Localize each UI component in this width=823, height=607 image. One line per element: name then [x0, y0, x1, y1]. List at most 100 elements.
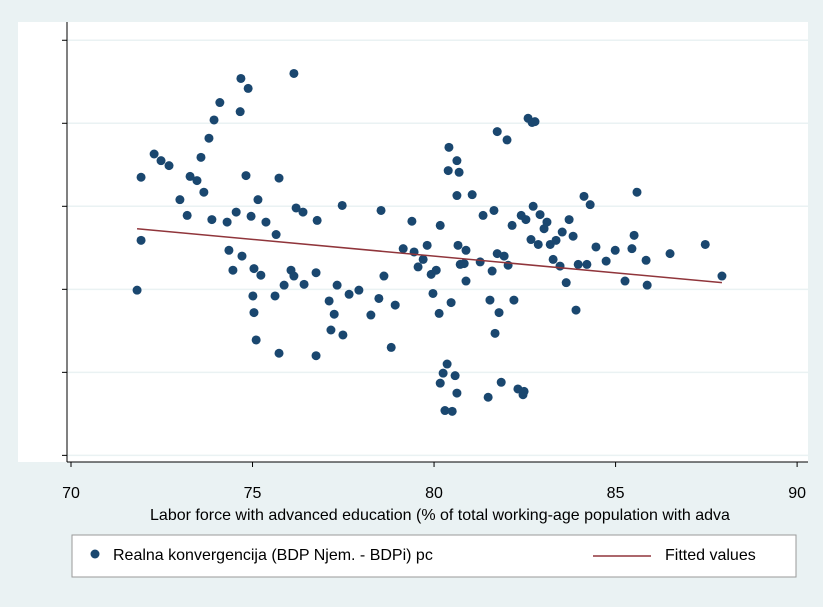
point: [440, 406, 450, 416]
fit-line: [137, 227, 723, 284]
point: [422, 240, 432, 250]
point: [413, 262, 423, 272]
point: [270, 291, 280, 301]
point: [235, 107, 245, 117]
point: [279, 280, 289, 290]
point: [434, 308, 444, 318]
point: [256, 270, 266, 280]
point: [236, 73, 246, 83]
point: [249, 308, 259, 318]
point: [452, 156, 462, 166]
point: [561, 278, 571, 288]
point: [485, 295, 495, 305]
point: [487, 266, 497, 276]
point: [329, 309, 339, 319]
point: [579, 191, 589, 201]
point: [483, 392, 493, 402]
point: [557, 227, 567, 237]
x-axis-title: Labor force with advanced education (% o…: [150, 507, 730, 524]
point: [443, 166, 453, 176]
x-tick-label: 70: [62, 485, 80, 502]
point: [568, 231, 578, 241]
point: [136, 172, 146, 182]
point: [620, 276, 630, 286]
point: [311, 268, 321, 278]
point: [502, 135, 512, 145]
point: [564, 215, 574, 225]
x-tick-label: 85: [607, 485, 625, 502]
point: [182, 210, 192, 220]
point: [450, 371, 460, 381]
point: [132, 285, 142, 295]
point: [435, 378, 445, 388]
point: [324, 296, 334, 306]
point: [209, 115, 219, 125]
point: [374, 293, 384, 303]
point: [438, 368, 448, 378]
point: [642, 280, 652, 290]
point: [344, 289, 354, 299]
point: [246, 211, 256, 221]
point: [312, 215, 322, 225]
point: [291, 203, 301, 213]
point: [632, 187, 642, 197]
point: [519, 386, 529, 396]
point: [289, 271, 299, 281]
point: [521, 215, 531, 225]
point: [164, 161, 174, 171]
point: [478, 210, 488, 220]
point: [366, 310, 376, 320]
point: [627, 244, 637, 254]
point: [444, 142, 454, 152]
point: [535, 210, 545, 220]
point: [274, 348, 284, 358]
point: [185, 171, 195, 181]
point: [289, 68, 299, 78]
point: [591, 242, 601, 252]
point: [338, 330, 348, 340]
point: [156, 156, 166, 166]
point: [610, 245, 620, 255]
point: [509, 295, 519, 305]
point: [446, 298, 456, 308]
point: [248, 291, 258, 301]
point: [228, 265, 238, 275]
point: [551, 235, 561, 245]
point: [231, 207, 241, 217]
point: [454, 167, 464, 177]
point: [582, 259, 592, 269]
point: [461, 276, 471, 286]
legend-marker: [90, 549, 100, 559]
point: [601, 256, 611, 266]
point: [243, 83, 253, 93]
point: [489, 205, 499, 215]
point: [533, 239, 543, 249]
point: [494, 308, 504, 318]
point: [431, 265, 441, 275]
point: [461, 245, 471, 255]
point: [407, 216, 417, 226]
point: [376, 205, 386, 215]
x-tick-label: 80: [425, 485, 443, 502]
point: [354, 285, 364, 295]
point: [573, 259, 583, 269]
plot-region: [18, 22, 808, 462]
point: [224, 245, 234, 255]
point: [271, 230, 281, 240]
point: [428, 288, 438, 298]
point: [215, 98, 225, 108]
point: [386, 342, 396, 352]
point: [447, 406, 457, 416]
point: [398, 244, 408, 254]
point: [299, 279, 309, 289]
point: [237, 251, 247, 261]
point: [442, 359, 452, 369]
point: [136, 235, 146, 245]
point: [530, 117, 540, 127]
point: [496, 377, 506, 387]
point: [492, 249, 502, 259]
point: [475, 257, 485, 267]
legend-label: Fitted values: [665, 547, 756, 564]
